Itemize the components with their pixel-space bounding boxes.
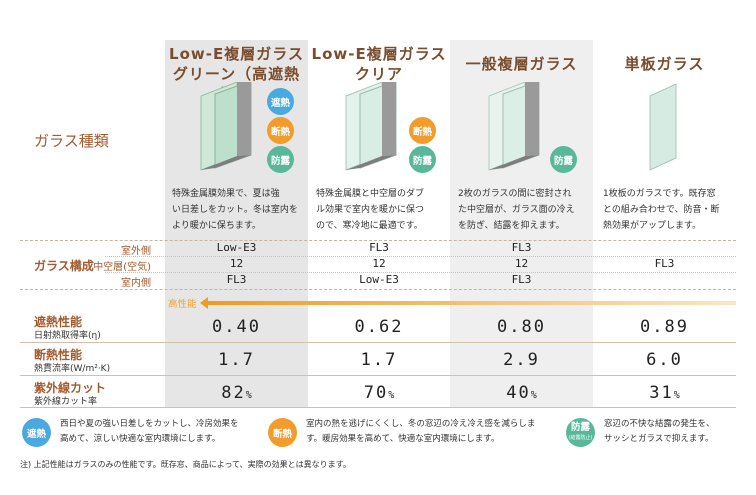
divider (20, 407, 736, 408)
desc-line: 2枚のガラスの間に密封され (458, 189, 572, 199)
col-3-middle: 12 (514, 257, 529, 270)
legend-insulation-text: 室内の熱を逃げにくくし、冬の窓辺の冷え冷え感を減らしま す。暖房効果を高めて、快… (306, 417, 535, 447)
uv-unit: % (530, 390, 537, 401)
legend-line: 西日や夏の強い日差しをカットし、冷房効果を (60, 419, 239, 429)
header-col-2: Low-E複層ガラス クリア (308, 40, 450, 210)
badge-dew-icon: 防露 (267, 146, 294, 173)
insulation-sublabel: 熱貫流率(W/m²·K) (34, 364, 111, 374)
description-col-3: 2枚のガラスの間に密封され た中空層が、ガラス面の冷え を防ぎ、結露を抑えます。 (458, 186, 575, 234)
col-1-heat-value: 0.40 (212, 317, 261, 337)
col-2-middle: 12 (372, 257, 386, 270)
desc-line: い日差しをカット。冬は室内を (172, 205, 298, 215)
uv-sublabel: 紫外線カット率 (34, 397, 98, 407)
col-3-uv-value: 40% (450, 383, 593, 403)
col-4-heat-value: 0.89 (640, 317, 689, 337)
heat-shield-sublabel: 日射熱取得率(η) (34, 331, 101, 341)
divider (105, 256, 736, 257)
header-col-2-line2: クリア (354, 65, 403, 83)
col-1-uv-value: 82% (165, 383, 308, 403)
header-col-3: 一般複層ガラス (450, 40, 593, 210)
legend-line: す。暖房効果を高めて、快適な室内環境にします。 (306, 434, 500, 444)
double-glass-clear-image (345, 82, 397, 171)
badge-dew-icon: 防露 (550, 146, 577, 173)
uv-unit: % (388, 390, 395, 401)
col-1-outer: Low-E3 (216, 241, 257, 254)
col-2-insulation-value: 1.7 (360, 350, 398, 370)
legend-line: 室内の熱を逃げにくくし、冬の窓辺の冷え冷え感を減らしま (306, 419, 536, 429)
legend-line: サッシとガラスで抑えます。 (604, 434, 714, 444)
outer-side-label: 室外側 (121, 246, 151, 257)
legend-dew-icon: 防露 (結露防止) (566, 418, 595, 447)
legend-heat-shield-text: 西日や夏の強い日差しをカットし、冷房効果を 高めて、涼しい快適な室内環境にします… (60, 417, 239, 447)
legend-dew-title: 防露 (570, 421, 590, 433)
legend-line: 窓辺の不快な結露の発生を、 (604, 419, 715, 429)
header-col-4: 単板ガラス (593, 40, 736, 210)
col-3-inner: FL3 (511, 273, 532, 286)
col-1-insulation-value: 1.7 (218, 350, 255, 370)
col-1-inner: FL3 (226, 273, 247, 286)
desc-line: より暖かに保ちます。 (172, 221, 261, 231)
legend-insulation-icon: 断熱 (268, 418, 297, 447)
performance-arrow-icon (200, 297, 736, 309)
uv-number: 70 (363, 383, 389, 403)
divider (20, 289, 736, 290)
badge-heat-shield-icon: 遮熱 (267, 88, 294, 115)
legend-dew-text: 窓辺の不快な結露の発生を、 サッシとガラスで抑えます。 (604, 417, 715, 447)
desc-line: た中空層が、ガラス面の冷え (458, 205, 575, 215)
col-3-heat-value: 0.80 (497, 317, 546, 337)
insulation-label: 断熱性能 (34, 348, 83, 362)
col-4-single: FL3 (654, 257, 675, 270)
description-col-2: 特殊金属膜と中空層のダブ ル効果で室内を暖かに保つ ので、寒冷地に最適です。 (316, 186, 424, 234)
uv-unit: % (673, 390, 680, 401)
desc-line: を防ぎ、結露を抑えます。 (458, 221, 565, 231)
footnote: 注) 上記性能はガラスのみの性能です。既存窓、商品によって、実際の効果とは異なり… (20, 460, 351, 469)
header-col-3-line1: 一般複層ガラス (465, 55, 578, 73)
divider (20, 375, 736, 376)
desc-line: 熱効果がアップします。 (603, 221, 702, 231)
desc-line: 1枚板のガラスです。既存窓 (603, 189, 716, 199)
legend-line: 高めて、涼しい快適な室内環境にします。 (60, 434, 221, 444)
header-col-2-line1: Low-E複層ガラス (311, 45, 447, 63)
col-2-inner: Low-E3 (359, 273, 399, 286)
header-col-1-line1: Low-E複層ガラス (169, 45, 304, 63)
divider (105, 272, 736, 273)
col-3-insulation-value: 2.9 (503, 350, 540, 370)
desc-line: 特殊金属膜と中空層のダブ (316, 189, 425, 199)
divider (20, 342, 736, 343)
col-4-insulation-value: 6.0 (646, 350, 683, 370)
description-col-1: 特殊金属膜効果で、夏は強 い日差しをカット。冬は室内を より暖かに保ちます。 (172, 186, 298, 234)
high-performance-label: 高性能 (168, 299, 197, 310)
composition-label: ガラス構成 (34, 259, 94, 273)
air-layer-label: 中空層(空気) (93, 262, 151, 273)
uv-number: 40 (506, 383, 531, 403)
badge-insulation-icon: 断熱 (409, 117, 436, 144)
heat-shield-label: 遮熱性能 (34, 315, 83, 329)
inner-side-label: 室内側 (121, 278, 151, 289)
double-glass-standard-image (488, 82, 540, 171)
col-2-uv-value: 70% (308, 383, 450, 403)
description-col-4: 1枚板のガラスです。既存窓 との組み合わせで、防音・断 熱効果がアップします。 (603, 186, 720, 234)
desc-line: ル効果で室内を暖かに保つ (316, 205, 425, 215)
uv-unit: % (245, 390, 252, 401)
double-glass-green-image (200, 82, 252, 171)
col-4-uv-value: 31% (593, 383, 736, 403)
uv-label: 紫外線カット (34, 381, 107, 395)
divider (20, 240, 736, 241)
col-2-outer: FL3 (369, 241, 389, 254)
desc-line: 特殊金属膜効果で、夏は強 (172, 189, 280, 199)
uv-number: 82 (221, 383, 246, 403)
col-2-heat-value: 0.62 (354, 317, 404, 337)
col-3-outer: FL3 (511, 241, 532, 254)
badge-dew-icon: 防露 (409, 146, 436, 173)
header-col-4-line1: 単板ガラス (624, 55, 705, 73)
glass-type-label: ガラス種類 (34, 132, 109, 150)
desc-line: ので、寒冷地に最適です。 (316, 221, 423, 231)
single-glass-image (649, 83, 677, 171)
badge-insulation-icon: 断熱 (267, 117, 294, 144)
legend-heat-shield-icon: 遮熱 (22, 418, 51, 447)
uv-number: 31 (649, 383, 674, 403)
legend-dew-subtitle: (結露防止) (568, 434, 593, 441)
col-1-middle: 12 (229, 257, 244, 270)
desc-line: との組み合わせで、防音・断 (603, 205, 720, 215)
